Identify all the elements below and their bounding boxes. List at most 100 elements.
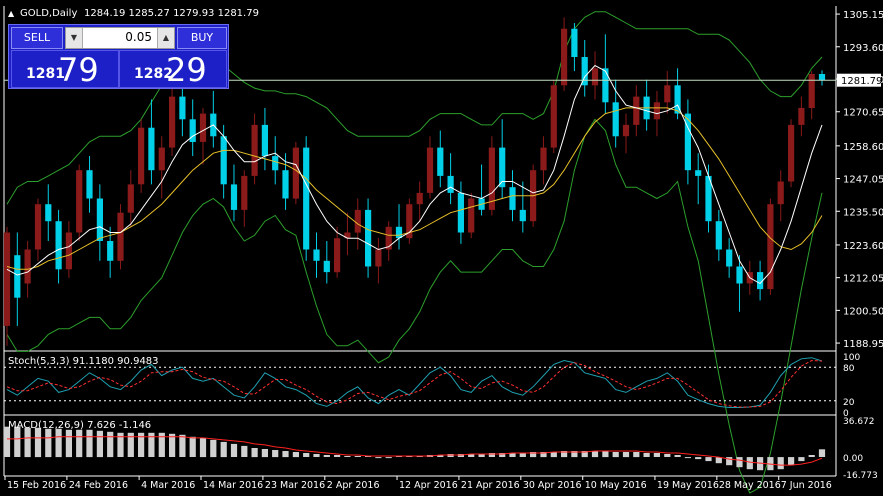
macd-histogram-bar [292, 452, 299, 458]
macd-histogram-bar [633, 452, 640, 458]
ma-fast-line [6, 64, 823, 285]
candle-body [292, 147, 299, 199]
sell-button[interactable]: SELL [11, 27, 63, 49]
time-axis: 15 Feb 2016 24 Feb 2016 4 Mar 2016 14 Mar 2… [4, 476, 832, 491]
time-tick-label: 12 Apr 2016 [399, 480, 458, 491]
macd-histogram-bar [478, 454, 485, 457]
candle-body [323, 260, 330, 273]
macd-label: MACD(12,26,9) 7.626 -1.146 [8, 420, 151, 431]
macd-tick-label: -16.773 [843, 471, 878, 481]
macd-histogram-bar [344, 456, 351, 457]
macd-histogram-bar [622, 452, 630, 458]
candle-body [375, 249, 382, 267]
current-price-label: 1281.79 [841, 76, 882, 87]
time-tick-label: 21 Apr 2016 [461, 480, 520, 491]
time-tick-label: 15 Feb 2016 [7, 480, 66, 491]
time-tick-label: 28 May 2016 [719, 480, 781, 491]
symbol-label: GOLD,Daily [20, 8, 77, 19]
candle-body [3, 232, 11, 326]
candle-body [117, 212, 124, 261]
macd-histogram-bar [251, 448, 258, 458]
price-tick-label: 1235.50 [843, 207, 883, 218]
candle-body [220, 136, 227, 185]
stoch-tick-label: 100 [843, 353, 860, 363]
macd-histogram-bar [818, 449, 826, 457]
candle-body [788, 124, 795, 182]
stoch-tick-label: 20 [843, 398, 855, 408]
macd-histogram-bar [488, 453, 495, 457]
candle-body [14, 255, 21, 298]
candle-body [561, 28, 568, 86]
macd-histogram-bar [530, 452, 537, 458]
stoch-label: Stoch(5,3,3) 91.1180 90.9483 [8, 356, 159, 367]
candle-body [86, 170, 93, 199]
time-tick-label: 24 Feb 2016 [69, 480, 128, 491]
macd-histogram-bar [715, 457, 722, 464]
price-tick-label: 1188.95 [843, 339, 883, 350]
bollinger-lower-line [6, 118, 823, 494]
candle-body [798, 107, 805, 125]
price-tick-label: 1270.65 [843, 108, 883, 119]
macd-histogram-bar [127, 432, 134, 457]
stoch-tick-label: 0 [843, 409, 849, 419]
candle-body [757, 272, 764, 290]
macd-tick-label: 0.00 [843, 454, 863, 464]
lot-increase-icon[interactable]: ▲ [157, 28, 174, 48]
candle-body [76, 170, 83, 233]
candle-body [726, 249, 733, 267]
candle-body [303, 147, 310, 250]
macd-histogram-bar [777, 457, 784, 470]
macd-histogram-bar [169, 433, 176, 457]
macd-histogram-bar [509, 453, 516, 457]
macd-histogram-bar [757, 457, 764, 471]
candle-body [818, 74, 826, 81]
macd-signal-line [7, 436, 823, 466]
macd-histogram-bar [788, 457, 795, 466]
candle-body [365, 209, 372, 267]
macd-histogram-bar [468, 454, 475, 457]
macd-histogram-bar [643, 453, 650, 457]
candle-body [664, 85, 671, 103]
candle-body [468, 198, 475, 233]
macd-histogram-bar [261, 449, 268, 458]
sell-price[interactable]: 1281 79 [11, 50, 119, 89]
macd-histogram-bar [158, 432, 165, 457]
price-tick-label: 1247.05 [843, 175, 883, 186]
macd-histogram-bar [76, 429, 83, 458]
macd-histogram-bar [282, 451, 289, 458]
candle-body [127, 184, 134, 213]
macd-histogram-bar [3, 426, 11, 457]
candle-body [736, 266, 743, 284]
sell-price-prefix: 1281 [26, 66, 65, 82]
candle-body [509, 187, 516, 210]
buy-price[interactable]: 1282 29 [119, 50, 227, 89]
stoch-tick-label: 80 [843, 364, 855, 374]
macd-histogram-bar [705, 457, 712, 462]
macd-histogram-bar [272, 450, 279, 458]
macd-histogram-bar [86, 429, 93, 458]
candle-body [24, 249, 31, 284]
macd-histogram-bar [189, 436, 196, 457]
price-tick-label: 1258.60 [843, 142, 883, 153]
time-tick-label: 10 May 2016 [585, 480, 647, 491]
candle-body [550, 85, 557, 148]
buy-button[interactable]: BUY [177, 27, 227, 49]
stoch-signal-line [6, 359, 823, 408]
macd-histogram-bar [437, 455, 444, 457]
candle-body [777, 181, 784, 205]
candle-body [148, 127, 155, 171]
macd-histogram-bar [798, 457, 805, 462]
macd-histogram-bar [674, 455, 681, 457]
candle-body [158, 147, 165, 171]
macd-histogram-bar [220, 441, 227, 458]
macd-histogram-bar [34, 427, 42, 458]
candle-body [715, 221, 722, 250]
macd-histogram-bar [45, 428, 52, 458]
lot-decrease-icon[interactable]: ▼ [66, 28, 83, 48]
macd-panel: 36.672 0.00 -16.773 [3, 417, 878, 481]
macd-histogram-bar [746, 457, 753, 470]
lot-size-input[interactable] [84, 29, 152, 45]
macd-histogram-bar [117, 432, 124, 457]
